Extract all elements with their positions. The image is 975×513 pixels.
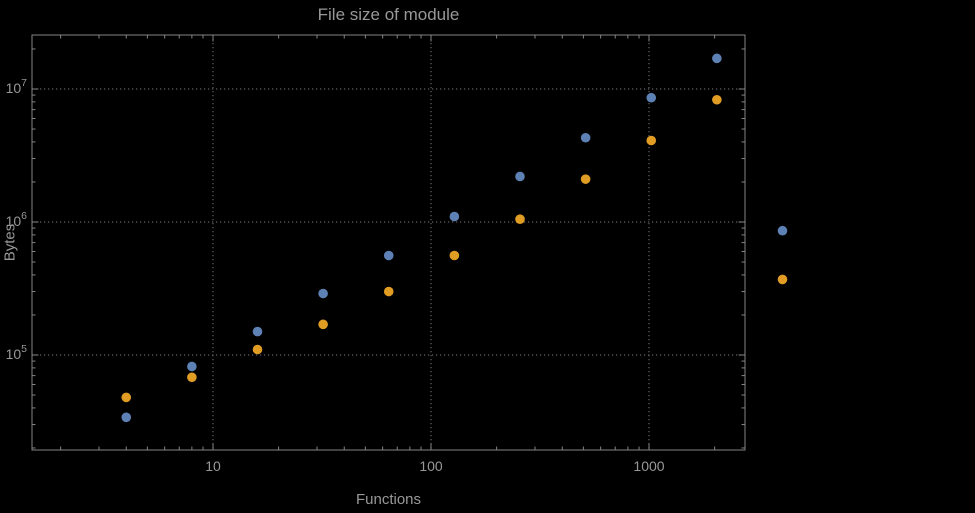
y-tick-labels: 105 106 107 — [6, 77, 28, 362]
data-point — [121, 392, 132, 403]
data-point — [712, 53, 722, 64]
series-2-orange — [121, 94, 788, 403]
x-axis-label: Functions — [355, 491, 422, 508]
gridlines — [32, 35, 745, 450]
data-point — [515, 214, 525, 224]
data-point — [712, 94, 722, 105]
plot-frame — [31, 34, 746, 451]
data-point — [580, 174, 591, 184]
data-point — [449, 211, 460, 222]
data-point — [449, 250, 460, 261]
x-tick-label: 10 — [205, 458, 221, 474]
data-point — [515, 171, 525, 182]
data-point — [646, 135, 657, 146]
data-point — [383, 250, 394, 261]
series-1-blue — [121, 53, 788, 423]
data-point — [318, 288, 328, 299]
data-point — [121, 412, 132, 423]
data-point — [187, 372, 197, 383]
data-point — [252, 326, 263, 337]
data-point — [318, 319, 328, 330]
x-tick-label: 100 — [419, 458, 443, 474]
x-tick-label: 1000 — [633, 458, 664, 474]
y-tick-label: 107 — [6, 77, 28, 96]
axis-ticks — [32, 35, 745, 450]
data-point — [580, 132, 591, 143]
y-tick-label: 105 — [6, 343, 28, 362]
x-tick-labels: 10 100 1000 — [205, 458, 665, 474]
data-point — [252, 344, 263, 355]
data-point — [777, 274, 788, 285]
data-point — [777, 225, 788, 236]
chart-title: File size of module — [317, 5, 460, 24]
data-point — [383, 286, 394, 297]
data-point — [646, 92, 657, 103]
data-point — [187, 361, 197, 372]
y-tick-label: 106 — [6, 210, 28, 229]
